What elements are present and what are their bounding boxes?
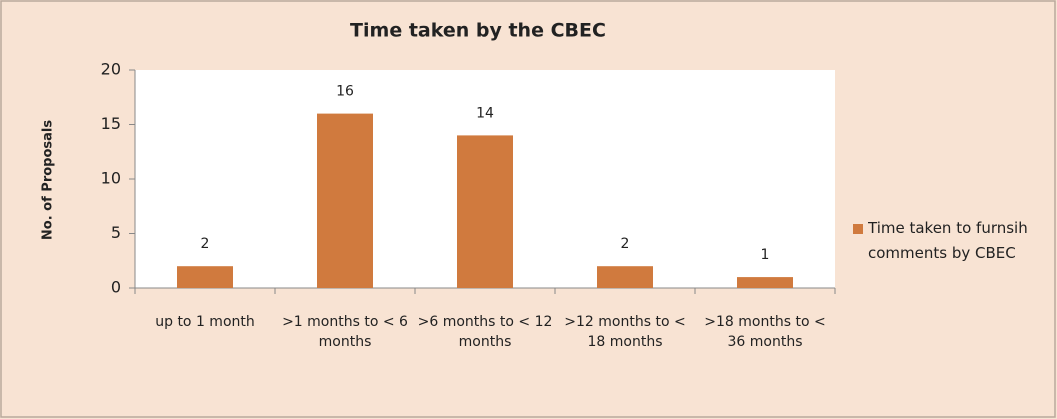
x-tick-label-box: >6 months to < 12 months bbox=[417, 314, 553, 350]
y-tick-label: 10 bbox=[101, 169, 121, 188]
data-label: 2 bbox=[201, 236, 210, 252]
x-tick-label-box: >12 months to < 18 months bbox=[564, 314, 686, 350]
x-tick-label-box: >18 months to < 36 months bbox=[704, 314, 826, 350]
x-tick-label: >6 months to < 12 months bbox=[417, 314, 553, 350]
x-tick-label: >1 months to < 6 months bbox=[282, 314, 408, 350]
bar bbox=[737, 277, 793, 288]
legend-label: Time taken to furnsih comments by CBEC bbox=[868, 219, 1028, 262]
x-tick-label: >18 months to < 36 months bbox=[704, 314, 826, 350]
bar bbox=[597, 266, 653, 288]
legend-label-box: Time taken to furnsih comments by CBEC bbox=[868, 219, 1028, 262]
x-tick-label: up to 1 month bbox=[155, 314, 255, 330]
bar bbox=[177, 266, 233, 288]
data-label: 16 bbox=[336, 84, 354, 100]
y-tick-label: 5 bbox=[111, 223, 121, 242]
y-axis-label: No. of Proposals bbox=[41, 120, 56, 240]
data-label: 1 bbox=[761, 247, 770, 263]
x-tick-label-box: >1 months to < 6 months bbox=[282, 314, 408, 350]
y-tick-label: 0 bbox=[111, 278, 121, 297]
bar bbox=[317, 113, 373, 288]
x-tick-label: >12 months to < 18 months bbox=[564, 314, 686, 350]
legend-swatch bbox=[853, 224, 863, 234]
bar bbox=[457, 135, 513, 288]
data-label: 14 bbox=[476, 105, 494, 121]
data-label: 2 bbox=[621, 236, 630, 252]
y-tick-label: 15 bbox=[101, 114, 121, 133]
y-tick-label: 20 bbox=[101, 60, 121, 79]
x-tick-label-box: up to 1 month bbox=[155, 314, 255, 330]
chart-title: Time taken by the CBEC bbox=[350, 20, 606, 42]
